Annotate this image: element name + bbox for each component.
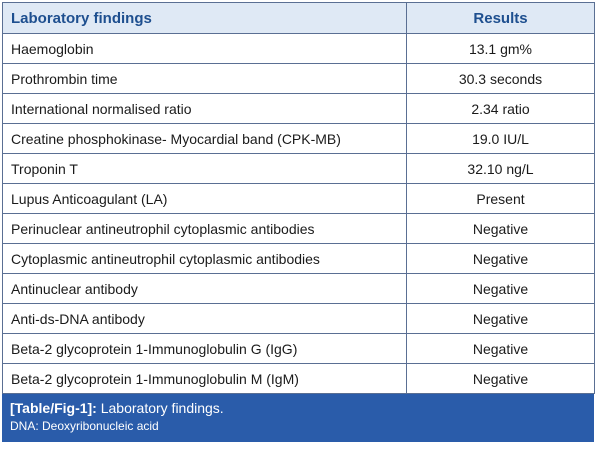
finding-result: 19.0 IU/L [406, 123, 595, 154]
caption-title-line: [Table/Fig-1]: Laboratory findings. [10, 398, 586, 418]
finding-result: Negative [406, 363, 595, 394]
finding-name: Creatine phosphokinase- Myocardial band … [2, 123, 407, 154]
table-row: Cytoplasmic antineutrophil cytoplasmic a… [2, 243, 595, 274]
finding-name: Troponin T [2, 153, 407, 184]
table-row: Perinuclear antineutrophil cytoplasmic a… [2, 213, 595, 244]
table-row: Prothrombin time 30.3 seconds [2, 63, 595, 94]
finding-result: 32.10 ng/L [406, 153, 595, 184]
table-row: International normalised ratio 2.34 rati… [2, 93, 595, 124]
header-results: Results [406, 2, 595, 34]
table-row: Creatine phosphokinase- Myocardial band … [2, 123, 595, 154]
caption-title: Laboratory findings. [100, 400, 224, 416]
finding-name: Beta-2 glycoprotein 1-Immunoglobulin M (… [2, 363, 407, 394]
table-row: Lupus Anticoagulant (LA) Present [2, 183, 595, 214]
table-row: Beta-2 glycoprotein 1-Immunoglobulin M (… [2, 363, 595, 394]
finding-name: Anti-ds-DNA antibody [2, 303, 407, 334]
finding-result: Negative [406, 243, 595, 274]
table-row: Troponin T 32.10 ng/L [2, 153, 595, 184]
finding-name: Perinuclear antineutrophil cytoplasmic a… [2, 213, 407, 244]
caption-footnote: DNA: Deoxyribonucleic acid [10, 419, 159, 433]
finding-result: Present [406, 183, 595, 214]
table-row: Beta-2 glycoprotein 1-Immunoglobulin G (… [2, 333, 595, 364]
caption-label: [Table/Fig-1]: [10, 400, 97, 416]
table-row: Anti-ds-DNA antibody Negative [2, 303, 595, 334]
finding-result: 2.34 ratio [406, 93, 595, 124]
finding-name: International normalised ratio [2, 93, 407, 124]
table-row: Antinuclear antibody Negative [2, 273, 595, 304]
finding-name: Prothrombin time [2, 63, 407, 94]
finding-result: Negative [406, 303, 595, 334]
table-caption: [Table/Fig-1]: Laboratory findings. DNA:… [2, 394, 594, 442]
lab-findings-table: Laboratory findings Results Haemoglobin … [2, 2, 595, 394]
finding-name: Antinuclear antibody [2, 273, 407, 304]
finding-name: Beta-2 glycoprotein 1-Immunoglobulin G (… [2, 333, 407, 364]
finding-result: Negative [406, 333, 595, 364]
finding-result: Negative [406, 273, 595, 304]
header-laboratory-findings: Laboratory findings [2, 2, 407, 34]
finding-name: Haemoglobin [2, 33, 407, 64]
table-header-row: Laboratory findings Results [2, 2, 595, 34]
finding-result: 30.3 seconds [406, 63, 595, 94]
finding-result: Negative [406, 213, 595, 244]
finding-name: Cytoplasmic antineutrophil cytoplasmic a… [2, 243, 407, 274]
finding-result: 13.1 gm% [406, 33, 595, 64]
finding-name: Lupus Anticoagulant (LA) [2, 183, 407, 214]
table-row: Haemoglobin 13.1 gm% [2, 33, 595, 64]
